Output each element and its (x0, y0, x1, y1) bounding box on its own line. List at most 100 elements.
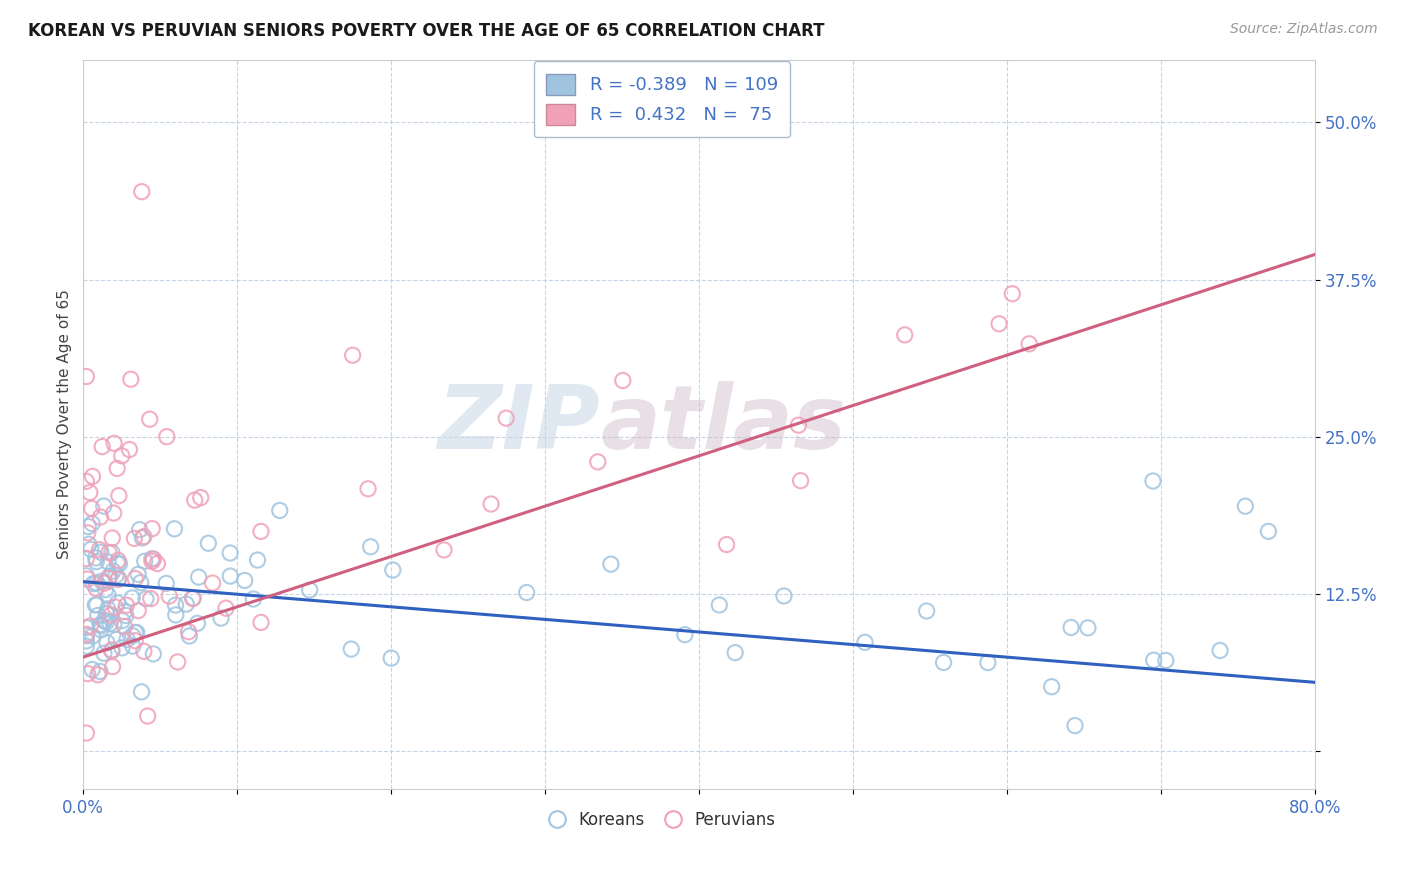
Point (1142, 474, 1164, 488)
Point (773, 589, 796, 603)
Point (111, 449, 134, 463)
Point (121, 591, 143, 605)
Point (82, 469, 104, 483)
Y-axis label: Seniors Poverty Over the Age of 65: Seniors Poverty Over the Age of 65 (58, 290, 72, 559)
Text: Source: ZipAtlas.com: Source: ZipAtlas.com (1230, 22, 1378, 37)
Point (124, 625, 146, 640)
Point (1018, 336, 1040, 351)
Point (141, 551, 163, 566)
Point (82, 629, 104, 643)
Point (163, 522, 186, 536)
Point (131, 185, 153, 199)
Point (93, 499, 115, 513)
Point (139, 591, 162, 606)
Point (340, 642, 363, 657)
Point (97, 546, 120, 560)
Point (174, 597, 197, 611)
Point (716, 537, 738, 551)
Point (87, 608, 110, 623)
Point (131, 685, 153, 699)
Point (724, 646, 747, 660)
Point (988, 317, 1011, 331)
Point (250, 524, 273, 539)
Point (103, 506, 125, 520)
Point (120, 372, 142, 386)
Point (360, 540, 382, 554)
Point (75, 475, 97, 489)
Point (76, 525, 98, 540)
Point (209, 611, 232, 625)
Point (219, 546, 242, 560)
Point (101, 545, 124, 559)
Point (75, 369, 97, 384)
Point (246, 553, 269, 567)
Point (380, 651, 402, 665)
Point (219, 569, 242, 583)
Point (82, 663, 104, 677)
Point (98, 616, 121, 631)
Point (298, 582, 321, 597)
Point (134, 554, 156, 568)
Point (181, 591, 204, 605)
Point (93, 614, 115, 628)
Legend: Koreans, Peruvians: Koreans, Peruvians (541, 805, 782, 836)
Point (98, 569, 121, 583)
Point (853, 635, 876, 649)
Text: ZIP: ZIP (437, 381, 600, 468)
Point (977, 656, 1000, 670)
Point (86, 575, 108, 590)
Point (96, 602, 118, 616)
Point (250, 615, 273, 630)
Point (90, 619, 112, 633)
Point (75, 726, 97, 740)
Point (111, 614, 134, 628)
Point (75, 551, 97, 566)
Point (142, 552, 165, 566)
Point (155, 576, 177, 591)
Point (105, 568, 128, 582)
Point (101, 659, 124, 673)
Point (787, 418, 810, 433)
Point (179, 629, 201, 643)
Point (1154, 653, 1177, 667)
Point (96, 615, 118, 629)
Point (98, 570, 121, 584)
Point (75, 569, 97, 583)
Point (516, 585, 538, 599)
Point (84, 551, 107, 566)
Point (101, 643, 124, 657)
Point (77, 519, 100, 533)
Point (115, 599, 138, 613)
Point (1060, 620, 1083, 634)
Point (118, 442, 141, 457)
Point (96, 607, 118, 621)
Point (789, 474, 811, 488)
Point (201, 576, 224, 591)
Point (75, 621, 97, 635)
Point (75, 634, 97, 648)
Point (242, 592, 264, 607)
Point (673, 628, 696, 642)
Point (357, 482, 380, 496)
Point (75, 639, 97, 653)
Point (142, 647, 165, 661)
Point (114, 605, 136, 619)
Point (107, 573, 129, 587)
Point (93, 576, 115, 591)
Point (141, 522, 163, 536)
Point (128, 523, 150, 537)
Point (121, 629, 143, 643)
Point (84, 598, 107, 612)
Point (90, 574, 112, 589)
Point (96, 636, 118, 650)
Point (111, 640, 134, 655)
Point (90, 623, 112, 637)
Point (146, 557, 169, 571)
Point (129, 575, 152, 590)
Point (82, 516, 104, 531)
Point (197, 536, 219, 550)
Point (89, 542, 111, 557)
Point (233, 574, 256, 588)
Point (91, 440, 114, 454)
Point (1143, 653, 1166, 667)
